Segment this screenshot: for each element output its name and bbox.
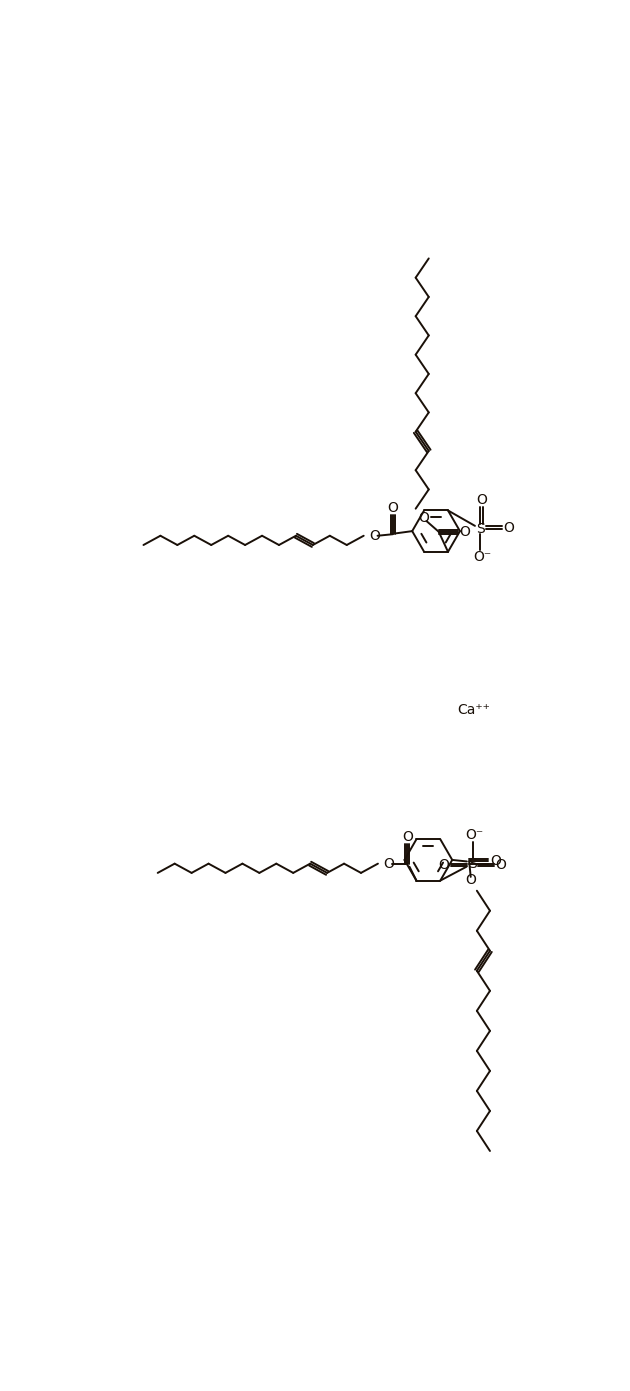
Text: O: O (438, 858, 450, 872)
Text: O: O (476, 494, 487, 508)
Text: Ca⁺⁺: Ca⁺⁺ (457, 702, 491, 716)
Text: O: O (459, 524, 471, 538)
Text: O: O (418, 510, 429, 524)
Text: S: S (468, 857, 477, 871)
Text: O⁻: O⁻ (472, 551, 491, 565)
Text: O: O (496, 858, 507, 872)
Text: O: O (490, 854, 501, 868)
Text: O: O (402, 830, 413, 844)
Text: O: O (466, 874, 476, 887)
Text: S: S (476, 522, 484, 536)
Text: O: O (387, 501, 398, 515)
Text: O: O (383, 857, 394, 871)
Text: O: O (503, 520, 514, 534)
Text: O: O (369, 529, 380, 542)
Text: O⁻: O⁻ (465, 828, 483, 842)
